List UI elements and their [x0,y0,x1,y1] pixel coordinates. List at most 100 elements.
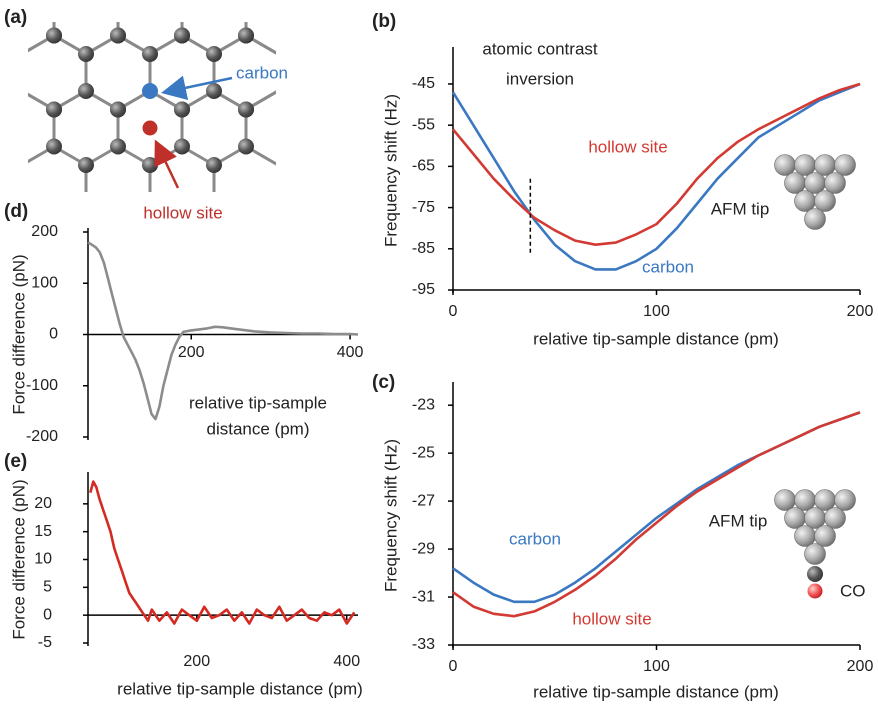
x-axis-label: relative tip-sample distance (pm) [533,329,779,348]
tip-atom [774,154,796,176]
atom [110,138,127,155]
bond [118,258,150,277]
tip-atom [814,525,836,547]
y-tick-label: -33 [412,636,435,653]
tip-atom [834,489,856,511]
x-tick-label: 400 [333,653,360,670]
bond [278,91,310,110]
bond [342,313,374,332]
carbon-atom [142,83,159,99]
tip-atom [824,172,846,194]
bond [310,313,342,332]
tip-atom [814,154,836,176]
bond [374,36,406,55]
bond [0,91,22,110]
bond [278,91,310,110]
x-tick-label: 200 [847,658,874,675]
y-tick-label: -65 [412,158,435,175]
x-axis-label: distance (pm) [207,419,310,438]
y-axis-label: Frequency shift (Hz) [381,439,400,592]
y-tick-label: 20 [34,495,52,512]
bond [54,313,86,332]
y-tick-label: 10 [34,551,52,568]
atom [78,83,95,99]
bond [86,202,118,221]
y-axis-label: Frequency shift (Hz) [381,94,400,247]
series-label: carbon [642,257,694,276]
atom [237,101,254,118]
annotation: inversion [506,69,574,88]
atom [174,138,191,155]
atom [173,101,190,118]
panel-label: (e) [4,451,27,472]
tip-atom [834,154,856,176]
y-tick-label: 15 [34,523,52,540]
bond [150,313,182,332]
panel-label: (b) [372,11,396,32]
tip-atom [794,154,816,176]
bond [278,313,310,332]
y-tick-label: -100 [26,377,58,394]
bond [278,147,310,166]
tip-atom [794,190,816,212]
afm-tip-c [774,489,856,599]
tip-atom [804,543,826,565]
bond [438,147,470,166]
series-line [87,241,359,421]
graphene-lattice [0,22,470,332]
afm-tip-b [774,154,856,230]
bond [406,36,438,55]
tip-atom [814,489,836,511]
panel-label: (c) [372,372,395,393]
bond [0,91,22,110]
x-axis-label: relative tip-sample [189,393,327,412]
bond [342,36,374,55]
co-carbon [807,566,823,582]
tip-atom [824,507,846,529]
annotation: CO [840,581,866,600]
bond [310,258,342,277]
bond [214,258,246,277]
bond [54,258,86,277]
bond [310,36,342,55]
atom [45,101,62,118]
atom [206,157,222,173]
atom [206,83,223,99]
tip-atom [774,489,796,511]
bond [310,36,342,55]
bond [438,258,470,277]
atom [206,46,222,62]
y-tick-label: -45 [412,75,435,92]
bond [438,202,470,221]
bond [278,36,310,55]
tip-atom [784,172,806,194]
atom [78,157,94,173]
panel-label: (a) [4,7,27,28]
series-label: carbon [509,529,561,548]
y-tick-label: -75 [412,199,435,216]
panel-label: (d) [4,201,28,222]
annotation: AFM tip [711,199,770,218]
atom [109,101,126,118]
series-label: hollow site [572,609,651,628]
y-tick-label: -95 [412,281,435,298]
y-axis-label: Force difference (pN) [9,479,28,639]
y-tick-label: -85 [412,240,435,257]
atom [173,27,190,44]
hollow-label: hollow site [143,203,222,222]
y-tick-label: 5 [43,579,52,596]
annotation: atomic contrast [482,39,598,58]
atom [237,27,254,44]
bond [406,313,438,332]
y-tick-label: -31 [412,588,435,605]
bond [342,202,374,221]
bond [118,313,150,332]
y-tick-label: 0 [43,606,52,623]
y-tick-label: -200 [26,428,58,445]
x-tick-label: 100 [643,303,670,320]
tip-atom [814,190,836,212]
atom [142,46,158,62]
y-tick-label: 200 [31,223,58,240]
hollow-site [142,120,158,136]
